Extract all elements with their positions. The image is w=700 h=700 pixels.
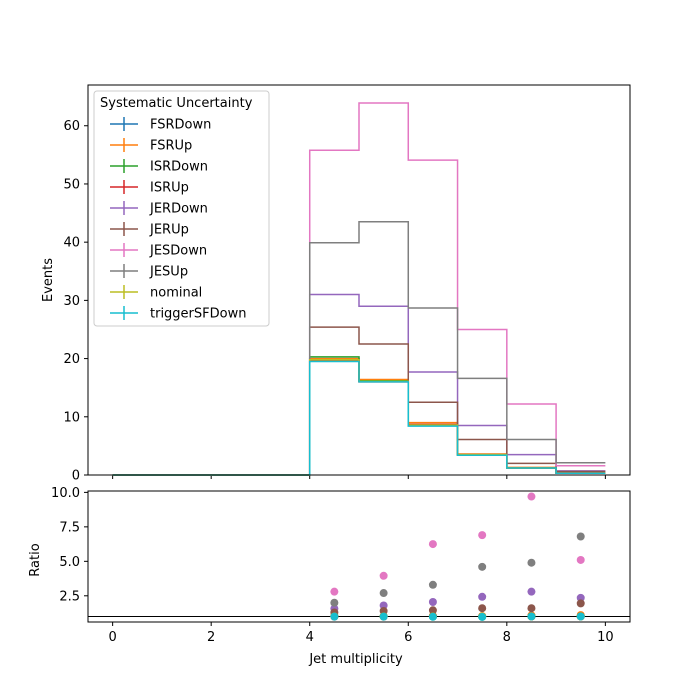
legend-entry: JESDown: [110, 243, 207, 259]
main-frame: [87, 84, 631, 476]
ratio-point-JESDown: [428, 540, 437, 549]
ratio-y-tick-label: 2.5: [59, 589, 80, 604]
main-y-tick-label: 50: [63, 177, 80, 192]
legend-title: Systematic Uncertainty: [100, 96, 253, 111]
legend-box: [93, 90, 270, 327]
ratio-point-triggerSFDown: [527, 612, 536, 621]
legend-label: triggerSFDown: [150, 307, 246, 322]
legend-entries: FSRDown FSRUp ISRDown ISRUp JERDown JERUp JESD…: [110, 117, 246, 322]
legend-label: FSRDown: [150, 118, 211, 133]
ratio-ticks: 2.5 5.0 7.5 10.0 0 2 4 6 8 10: [51, 486, 614, 645]
ratio-point-JERDown: [576, 593, 585, 602]
ratio-point-JESDown: [527, 492, 536, 501]
ratio-point-JESDown: [576, 555, 585, 564]
main-ticks: 0 10 20 30 40 50 60: [63, 119, 606, 484]
ratio-point-triggerSFDown: [330, 612, 339, 621]
legend: Systematic Uncertainty FSRDown FSRUp ISRDo…: [93, 90, 270, 327]
legend-entry: JERUp: [110, 222, 189, 238]
legend-label: JESUp: [149, 265, 188, 280]
legend-entry: FSRDown: [110, 117, 211, 133]
legend-entry: nominal: [110, 285, 202, 301]
legend-label: nominal: [150, 286, 202, 301]
ratio-point-JESUp: [330, 598, 339, 607]
legend-entry: FSRUp: [110, 138, 192, 154]
ratio-point-JESDown: [379, 571, 388, 580]
ratio-y-axis-label: Ratio: [28, 543, 43, 576]
ratio-point-JERUp: [379, 606, 388, 615]
ratio-point-JESDown: [330, 587, 339, 596]
ratio-point-JERDown: [527, 587, 536, 596]
ratio-point-JERDown: [428, 598, 437, 607]
x-axis-label: Jet multiplicity: [308, 652, 403, 667]
main-panel: 0 10 20 30 40 50 60 Events Systematic Uncertai…: [41, 84, 631, 484]
legend-label: JERUp: [149, 223, 189, 238]
legend-entry: ISRDown: [110, 159, 208, 175]
ratio-x-tick-label: 10: [597, 630, 614, 645]
legend-label: JESDown: [149, 244, 207, 259]
ratio-point-JERUp: [527, 604, 536, 613]
ratio-points: [330, 492, 585, 621]
ratio-x-tick-label: 4: [306, 630, 314, 645]
legend-entry: JERDown: [110, 201, 208, 217]
main-y-axis-label: Events: [41, 258, 56, 302]
legend-label: JERDown: [149, 202, 208, 217]
main-y-tick-label: 60: [63, 119, 80, 134]
ratio-y-tick-label: 10.0: [51, 486, 80, 501]
ratio-point-JERUp: [478, 604, 487, 613]
legend-entry: triggerSFDown: [110, 306, 246, 322]
ratio-point-JESUp: [379, 589, 388, 598]
ratio-x-tick-label: 2: [207, 630, 215, 645]
ratio-point-JERDown: [478, 592, 487, 601]
ratio-point-JERDown: [379, 601, 388, 610]
legend-label: FSRUp: [150, 139, 192, 154]
main-y-tick-label: 0: [72, 469, 80, 484]
main-y-tick-label: 30: [63, 294, 80, 309]
ratio-point-triggerSFDown: [576, 612, 585, 621]
ratio-x-tick-label: 0: [108, 630, 116, 645]
main-y-tick-label: 10: [63, 410, 80, 425]
ratio-point-JESUp: [576, 532, 585, 541]
ratio-frame: [87, 490, 631, 623]
main-y-tick-label: 40: [63, 236, 80, 251]
ratio-point-JESDown: [478, 531, 487, 540]
ratio-point-JERUp: [576, 599, 585, 608]
ratio-x-tick-label: 6: [404, 630, 412, 645]
main-y-tick-label: 20: [63, 352, 80, 367]
ratio-point-triggerSFDown: [379, 612, 388, 621]
legend-entry: ISRUp: [110, 180, 189, 196]
legend-label: ISRUp: [150, 181, 189, 196]
ratio-point-triggerSFDown: [478, 612, 487, 621]
legend-entry: JESUp: [110, 264, 188, 280]
ratio-x-tick-label: 8: [503, 630, 511, 645]
ratio-point-triggerSFDown: [428, 612, 437, 621]
ratio-point-JESUp: [478, 562, 487, 571]
ratio-panel: 2.5 5.0 7.5 10.0 0 2 4 6 8 10 Ratio Jet multiplic…: [28, 486, 631, 667]
ratio-point-JERUp: [428, 606, 437, 615]
ratio-y-tick-label: 7.5: [59, 520, 80, 535]
ratio-y-tick-label: 5.0: [59, 555, 80, 570]
legend-label: ISRDown: [150, 160, 208, 175]
ratio-point-JESUp: [527, 558, 536, 567]
ratio-point-JESUp: [428, 580, 437, 589]
